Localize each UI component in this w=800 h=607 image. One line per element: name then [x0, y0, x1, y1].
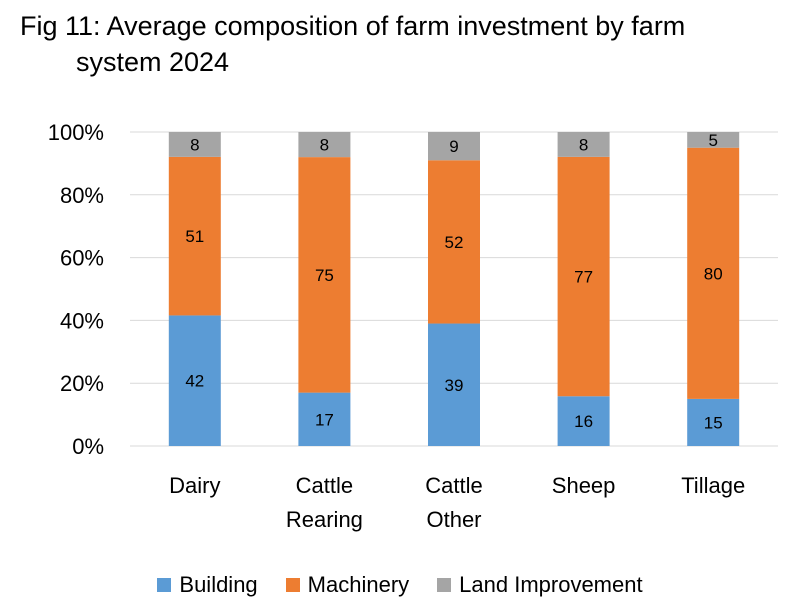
x-tick-label: Other [426, 507, 481, 532]
data-label: 75 [315, 266, 334, 285]
data-label: 8 [579, 135, 588, 154]
bar-segment [168, 315, 221, 446]
legend-swatch [157, 578, 172, 592]
bar-segment [557, 396, 610, 446]
bar-segment [557, 132, 610, 157]
legend-swatch [437, 578, 452, 592]
y-tick-label: 40% [60, 308, 104, 333]
x-tick-label: Cattle [296, 473, 353, 498]
data-label: 5 [708, 131, 717, 150]
chart-legend: Building Machinery Land Improvement [0, 565, 800, 605]
x-tick-label: Rearing [286, 507, 363, 532]
legend-item: Building [157, 572, 258, 598]
bar-segment [557, 156, 610, 397]
x-tick-label: Tillage [681, 473, 745, 498]
bar-segment [428, 132, 480, 161]
data-label: 17 [315, 410, 334, 429]
legend-label: Building [179, 572, 258, 597]
legend-item: Machinery [285, 572, 410, 598]
data-label: 16 [574, 412, 593, 431]
y-tick-label: 20% [60, 371, 104, 396]
bar-segment [428, 323, 480, 446]
bar-segment [168, 132, 221, 157]
bar-segment [687, 398, 740, 446]
data-label: 77 [574, 268, 593, 287]
bar-segment [168, 156, 221, 316]
y-tick-label: 0% [72, 434, 104, 459]
data-label: 51 [185, 227, 204, 246]
bar-segment [687, 132, 740, 148]
bar-segment [298, 157, 351, 393]
y-tick-label: 60% [60, 246, 104, 271]
legend-label: Land Improvement [459, 572, 643, 597]
legend-swatch [285, 578, 300, 592]
x-tick-label: Dairy [169, 473, 220, 498]
stacked-bar-chart: 0% 20% 40% 60% 80% 100% 42 51 8 Dairy 17 75 8 Cattle R… [48, 120, 778, 532]
data-label: 8 [320, 136, 329, 155]
bar-segment [428, 160, 480, 324]
data-label: 15 [704, 413, 723, 432]
data-label: 80 [704, 264, 723, 283]
x-tick-label: Cattle [425, 473, 482, 498]
legend-item: Land Improvement [437, 572, 643, 598]
legend-label: Machinery [307, 572, 410, 597]
bar-segment [687, 147, 740, 399]
data-label: 52 [445, 233, 464, 252]
y-tick-label: 80% [60, 183, 104, 208]
data-label: 8 [190, 135, 199, 154]
y-tick-label: 100% [48, 120, 104, 145]
chart-title-line-2: system 2024 [76, 47, 230, 77]
bar-segment [298, 132, 351, 158]
bar-segment [298, 392, 351, 446]
chart-title-line-1: Fig 11: Average composition of farm inve… [20, 11, 686, 41]
data-label: 9 [449, 137, 458, 156]
data-label: 42 [185, 372, 204, 391]
x-tick-label: Sheep [552, 473, 616, 498]
data-label: 39 [445, 376, 464, 395]
chart-title: Fig 11: Average composition of farm inve… [20, 8, 780, 80]
